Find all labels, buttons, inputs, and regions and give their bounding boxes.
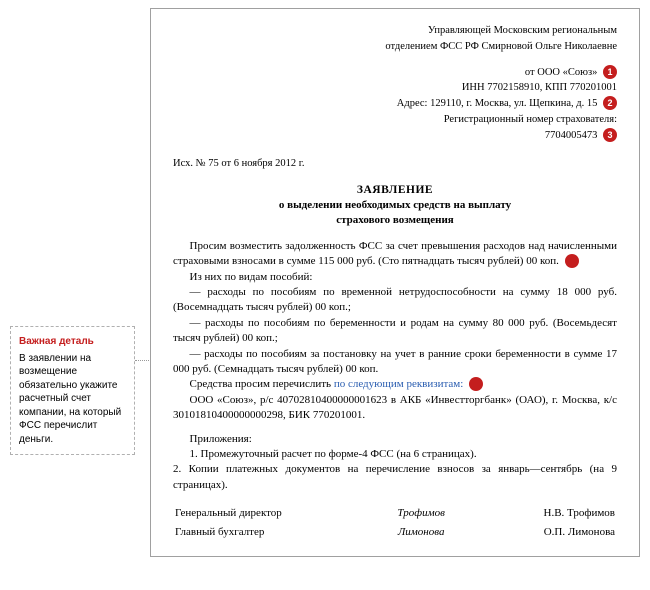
address-line: Адрес: 129110, г. Москва, ул. Щепкина, д… xyxy=(173,96,617,112)
recipient-line-1: Управляющей Московским региональным xyxy=(173,23,617,39)
title-sub-1: о выделении необходимых средств на выпла… xyxy=(173,198,617,213)
address-text: Адрес: 129110, г. Москва, ул. Щепкина, д… xyxy=(397,98,598,109)
from-text: от ООО «Союз» xyxy=(525,67,597,78)
role-2: Главный бухгалтер xyxy=(175,524,358,541)
body: Просим возместить задолженность ФСС за с… xyxy=(173,239,617,493)
name-1: Н.В. Трофимов xyxy=(484,505,615,522)
sig-1: Трофимов xyxy=(360,505,482,522)
appendix-label: Приложения: xyxy=(173,432,617,447)
para-main-text: Просим возместить задолженность ФСС за с… xyxy=(173,240,617,267)
badge-4: 4 xyxy=(565,254,579,268)
signature-row-2: Главный бухгалтер Лимонова О.П. Лимонова xyxy=(175,524,615,541)
reg-label: Регистрационный номер страхователя: xyxy=(173,112,617,128)
name-2: О.П. Лимонова xyxy=(484,524,615,541)
para-types: Из них по видам пособий: xyxy=(173,270,617,285)
badge-5: 5 xyxy=(469,377,483,391)
callout-text: В заявлении на возмещение обязательно ук… xyxy=(19,352,126,447)
badge-2: 2 xyxy=(603,96,617,110)
callout-box: Важная деталь В заявлении на возмещение … xyxy=(10,326,135,455)
role-1: Генеральный директор xyxy=(175,505,358,522)
appendix: Приложения: 1. Промежуточный расчет по ф… xyxy=(173,432,617,494)
req-prefix: Средства просим перечислить xyxy=(190,378,334,390)
signatures: Генеральный директор Трофимов Н.В. Трофи… xyxy=(173,503,617,544)
para-bank: ООО «Союз», р/с 40702810400000001623 в А… xyxy=(173,393,617,424)
item-3: — расходы по пособиям за постановку на у… xyxy=(173,347,617,378)
from-line: от ООО «Союз» 1 xyxy=(173,65,617,81)
badge-1: 1 xyxy=(603,65,617,79)
sig-2: Лимонова xyxy=(360,524,482,541)
para-main: Просим возместить задолженность ФСС за с… xyxy=(173,239,617,270)
signature-row-1: Генеральный директор Трофимов Н.В. Трофи… xyxy=(175,505,615,522)
item-1: — расходы по пособиям по временной нетру… xyxy=(173,285,617,316)
item-2: — расходы по пособиям по беременности и … xyxy=(173,316,617,347)
req-link: по следующим реквизитам: xyxy=(334,378,464,390)
appendix-1: 1. Промежуточный расчет по форме-4 ФСС (… xyxy=(173,447,617,462)
reg-number-line: 7704005473 3 xyxy=(173,128,617,144)
inn-kpp: ИНН 7702158910, КПП 770201001 xyxy=(173,80,617,96)
reference-number: Исх. № 75 от 6 ноября 2012 г. xyxy=(173,157,617,172)
appendix-2: 2. Копии платежных документов на перечис… xyxy=(173,462,617,493)
title-main: ЗАЯВЛЕНИЕ xyxy=(173,182,617,198)
callout-title: Важная деталь xyxy=(19,335,126,349)
para-requisites: Средства просим перечислить по следующим… xyxy=(173,377,617,392)
badge-3: 3 xyxy=(603,128,617,142)
header: Управляющей Московским региональным отде… xyxy=(173,23,617,143)
title-sub-2: страхового возмещения xyxy=(173,213,617,228)
document: Управляющей Московским региональным отде… xyxy=(150,8,640,557)
title-block: ЗАЯВЛЕНИЕ о выделении необходимых средст… xyxy=(173,182,617,229)
reg-number: 7704005473 xyxy=(545,130,598,141)
recipient-line-2: отделением ФСС РФ Смирновой Ольге Никола… xyxy=(173,39,617,55)
